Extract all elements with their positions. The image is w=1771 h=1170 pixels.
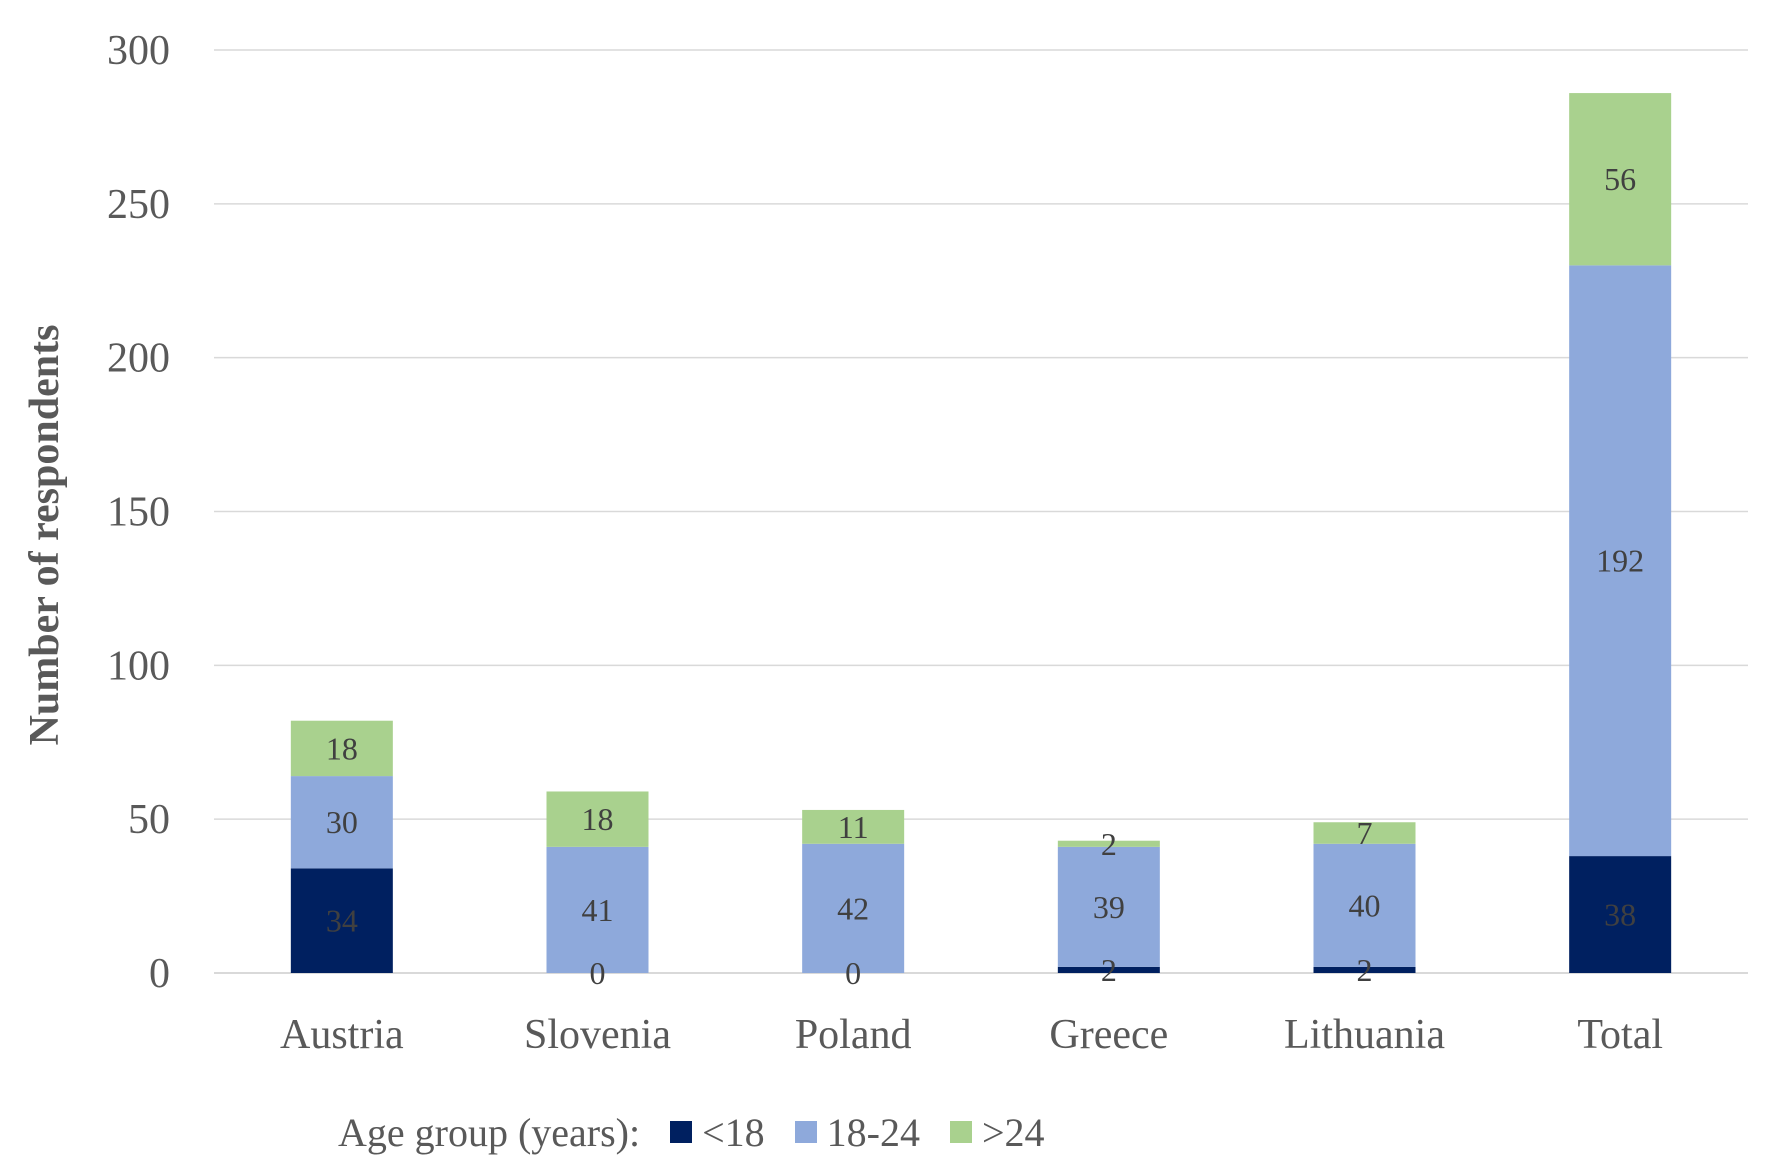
bar-poland-over-24 — [802, 809, 905, 844]
y-tick-label-50: 50 — [128, 797, 170, 843]
legend-item-under-18: <18 — [670, 1109, 765, 1156]
data-label-total-under-18: 38 — [1604, 897, 1636, 933]
y-tick-label-300: 300 — [107, 28, 170, 74]
x-axis-categories: Austria Slovenia Poland Greece Lithuania Tota… — [280, 1012, 1663, 1058]
data-label-total-18-24: 192 — [1596, 543, 1644, 579]
bar-greece-over-24 — [1057, 840, 1160, 847]
bar-lithuania-under-18 — [1313, 966, 1416, 973]
data-label-austria-under-18: 34 — [326, 903, 358, 939]
y-tick-label-250: 250 — [107, 182, 170, 228]
bar-lithuania-over-24 — [1313, 822, 1416, 844]
bar-total-18-24 — [1569, 265, 1672, 857]
bar-lithuania-18-24 — [1313, 843, 1416, 967]
data-label-lithuania-under-18: 2 — [1357, 952, 1373, 988]
data-label-slovenia-under-18: 0 — [590, 955, 606, 991]
bar-total-under-18 — [1569, 856, 1672, 973]
bar-austria-over-24 — [290, 720, 393, 777]
legend-label-under-18: <18 — [702, 1109, 765, 1155]
legend-item-18-24: 18-24 — [794, 1109, 920, 1156]
data-label-lithuania-18-24: 40 — [1349, 887, 1381, 923]
y-tick-label-150: 150 — [107, 490, 170, 536]
bar-slovenia-18-24 — [546, 846, 649, 973]
legend-swatch-over-24 — [950, 1121, 972, 1143]
x-category-label-lithuania: Lithuania — [1284, 1012, 1445, 1058]
data-label-greece-18-24: 39 — [1093, 889, 1125, 925]
y-tick-label-100: 100 — [107, 643, 170, 689]
x-category-label-greece: Greece — [1049, 1012, 1168, 1058]
bar-austria-18-24 — [290, 776, 393, 869]
legend-swatch-18-24 — [794, 1121, 817, 1143]
data-label-poland-under-18: 0 — [845, 955, 861, 991]
bar-austria-under-18 — [290, 868, 393, 973]
bars — [290, 93, 1672, 973]
bar-poland-18-24 — [802, 843, 905, 973]
gridlines — [214, 49, 1748, 974]
x-category-label-austria: Austria — [280, 1012, 404, 1058]
data-label-slovenia-over-24: 18 — [582, 801, 614, 837]
y-tick-label-200: 200 — [107, 336, 170, 382]
data-label-poland-over-24: 11 — [838, 809, 869, 845]
y-axis-ticks: 0 50 100 150 200 250 300 — [107, 28, 170, 997]
data-label-greece-over-24: 2 — [1101, 826, 1117, 862]
legend-swatch-under-18 — [670, 1121, 693, 1143]
legend-item-over-24: >24 — [950, 1109, 1045, 1156]
data-label-greece-under-18: 2 — [1101, 952, 1117, 988]
data-label-austria-18-24: 30 — [326, 804, 358, 840]
legend: Age group (years): <18 18-24 >24 — [338, 1108, 1075, 1156]
data-label-poland-18-24: 42 — [837, 890, 869, 926]
bar-greece-under-18 — [1057, 966, 1160, 973]
x-category-label-slovenia: Slovenia — [524, 1012, 671, 1058]
y-axis-label: Number of respondents — [22, 325, 68, 746]
legend-label-18-24: 18-24 — [826, 1109, 920, 1155]
data-label-lithuania-over-24: 7 — [1357, 815, 1373, 851]
legend-label-over-24: >24 — [982, 1109, 1045, 1155]
data-label-slovenia-18-24: 41 — [582, 892, 614, 928]
data-labels: 34 30 18 0 41 18 0 42 11 2 39 2 2 40 7 38 192 56 — [326, 161, 1644, 991]
bar-slovenia-over-24 — [546, 791, 649, 847]
x-category-label-poland: Poland — [795, 1012, 912, 1058]
x-category-label-total: Total — [1577, 1012, 1663, 1058]
bar-total-over-24 — [1569, 93, 1672, 266]
bar-greece-18-24 — [1057, 846, 1160, 967]
data-label-total-over-24: 56 — [1604, 161, 1636, 197]
y-tick-label-0: 0 — [149, 951, 170, 997]
data-label-austria-over-24: 18 — [326, 730, 358, 766]
legend-title: Age group (years): — [338, 1109, 641, 1155]
